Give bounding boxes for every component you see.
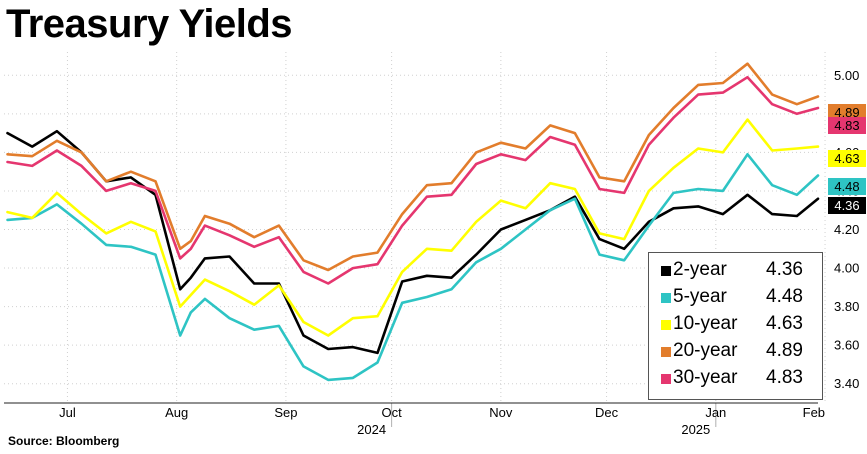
end-label-5-year: 4.48 xyxy=(834,179,859,194)
legend-item: 20-year 4.89 xyxy=(649,340,822,367)
end-label-box-10-year xyxy=(828,150,866,167)
y-tick-label: 3.40 xyxy=(834,376,859,391)
legend-swatch xyxy=(661,320,671,330)
y-tick-label: 5.00 xyxy=(834,68,859,83)
end-label-2-year: 4.36 xyxy=(834,198,859,213)
chart-title: Treasury Yields xyxy=(6,2,293,46)
x-tick-label: Feb xyxy=(803,405,825,420)
source-note: Source: Bloomberg xyxy=(8,434,120,448)
y-tick-label: 4.00 xyxy=(834,261,859,276)
end-label-box-30-year xyxy=(828,117,866,134)
end-label-box-20-year xyxy=(828,104,866,121)
legend-series-name: 2-year xyxy=(673,259,727,280)
end-label-20-year: 4.89 xyxy=(834,105,859,120)
legend-item: 30-year 4.83 xyxy=(649,367,822,394)
year-label: 2024 xyxy=(357,422,386,437)
x-axis-tick-labels: Jul Aug Sep Oct Nov Dec Jan Feb 2024 2025 xyxy=(59,405,825,437)
legend-series-value: 4.83 xyxy=(766,367,803,388)
x-tick-label: Oct xyxy=(382,405,403,420)
end-label-box-2-year xyxy=(828,197,866,214)
legend-item: 5-year 4.48 xyxy=(649,286,822,313)
end-label-box-5-year xyxy=(828,178,866,195)
legend: 2-year 4.36 5-year 4.48 10-year 4.63 20-year 4.… xyxy=(648,252,823,400)
series-end-labels: 4.894.83 4.63 4.48 4.36 xyxy=(828,104,866,214)
end-label-30-year: 4.83 xyxy=(834,118,859,133)
legend-series-name: 10-year xyxy=(673,313,738,334)
legend-item: 2-year 4.36 xyxy=(649,259,822,286)
legend-series-value: 4.36 xyxy=(766,259,803,280)
series-line-30-year xyxy=(6,75,820,285)
legend-series-value: 4.89 xyxy=(766,340,803,361)
legend-series-value: 4.63 xyxy=(766,313,803,334)
legend-series-name: 30-year xyxy=(673,367,738,388)
year-label: 2025 xyxy=(681,422,710,437)
x-tick-label: Aug xyxy=(165,405,188,420)
x-tick-label: Nov xyxy=(489,405,513,420)
legend-swatch xyxy=(661,266,671,276)
legend-series-name: 20-year xyxy=(673,340,738,361)
y-tick-label: 3.60 xyxy=(834,338,859,353)
x-tick-label: Sep xyxy=(274,405,297,420)
series-line-10-year xyxy=(6,118,820,337)
legend-swatch xyxy=(661,293,671,303)
x-tick-label: Dec xyxy=(595,405,619,420)
legend-series-name: 5-year xyxy=(673,286,727,307)
y-tick-label: 4.20 xyxy=(834,222,859,237)
x-tick-label: Jan xyxy=(705,405,726,420)
series-line-5-year xyxy=(6,153,820,382)
legend-swatch xyxy=(661,347,671,357)
x-tick-label: Jul xyxy=(59,405,76,420)
series-line-20-year xyxy=(6,62,820,272)
legend-series-value: 4.48 xyxy=(766,286,803,307)
y-tick-label: 3.80 xyxy=(834,299,859,314)
end-label-10-year: 4.63 xyxy=(834,151,859,166)
legend-swatch xyxy=(661,374,671,384)
series-lines xyxy=(6,62,820,382)
legend-item: 10-year 4.63 xyxy=(649,313,822,340)
